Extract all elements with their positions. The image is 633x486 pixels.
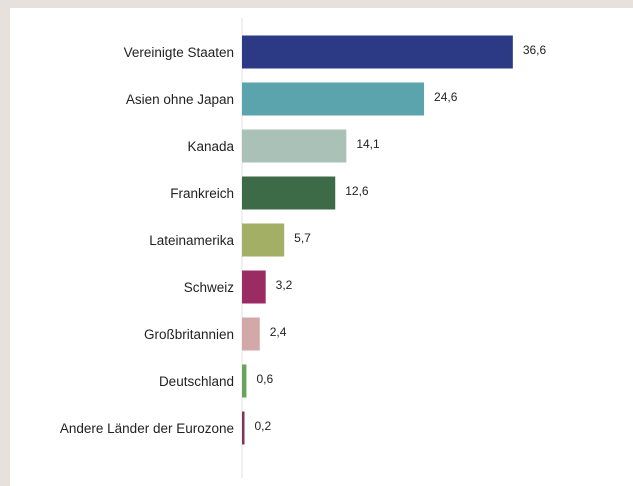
bar [242, 176, 336, 210]
category-label: Kanada [187, 139, 234, 154]
value-label: 0,6 [256, 372, 273, 386]
category-label: Lateinamerika [149, 233, 234, 248]
category-label: Schweiz [184, 280, 235, 295]
bar [242, 270, 266, 304]
bar-chart: Vereinigte Staaten 36,6 Asien ohne Japan 24… [60, 18, 547, 478]
bar [242, 129, 347, 163]
category-label: Deutschland [159, 374, 234, 389]
value-label: 3,2 [276, 278, 293, 292]
bar [242, 411, 245, 445]
bar [242, 364, 247, 398]
bar [242, 223, 285, 257]
value-label: 14,1 [356, 137, 380, 151]
value-label: 12,6 [345, 184, 369, 198]
category-label: Vereinigte Staaten [124, 45, 234, 60]
bar [242, 35, 513, 69]
category-label: Großbritannien [144, 327, 234, 342]
chart-panel: Vereinigte Staaten 36,6 Asien ohne Japan 24… [10, 8, 633, 486]
category-label: Asien ohne Japan [126, 92, 234, 107]
category-label: Frankreich [170, 186, 234, 201]
value-label: 24,6 [434, 90, 458, 104]
value-label: 0,2 [255, 419, 272, 433]
bar [242, 82, 425, 116]
value-label: 36,6 [523, 43, 547, 57]
category-label: Andere Länder der Eurozone [60, 421, 234, 436]
value-label: 5,7 [294, 231, 311, 245]
value-label: 2,4 [270, 325, 287, 339]
bar [242, 317, 260, 351]
